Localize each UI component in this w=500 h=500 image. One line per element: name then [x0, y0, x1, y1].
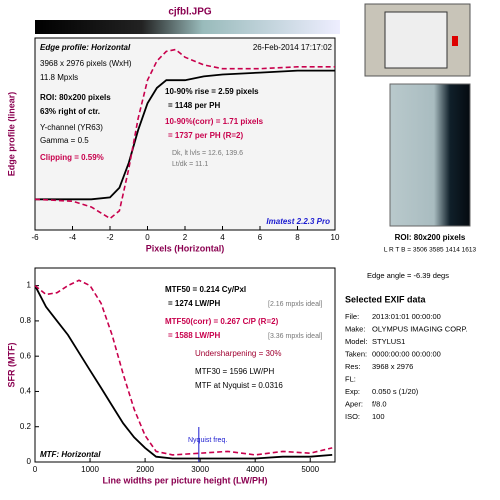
x-tick-label: 3000 [191, 465, 209, 474]
annotation: = 1274 LW/PH [168, 299, 220, 308]
annotation: = 1588 LW/PH [168, 331, 220, 340]
x-tick-label: 1000 [81, 465, 99, 474]
y-tick-label: 0.8 [20, 316, 32, 325]
x-tick-label: -4 [69, 233, 77, 242]
annotation: ROI: 80x200 pixels [40, 93, 111, 102]
exif-value: 100 [372, 412, 385, 421]
annotation: MTF50(corr) = 0.267 C/P (R=2) [165, 317, 279, 326]
annotation: Y-channel (YR63) [40, 123, 103, 132]
x-tick-label: 5000 [301, 465, 319, 474]
exif-key: Aper: [345, 399, 363, 408]
roi-coords: L R T B = 3506 3585 1414 1613 [384, 247, 477, 254]
exif-key: Taken: [345, 349, 367, 358]
exif-key: ISO: [345, 412, 360, 421]
x-tick-label: -2 [106, 233, 114, 242]
annotation: MTF30 = 1596 LW/PH [195, 367, 274, 376]
plot-area [34, 267, 336, 463]
annotation: Nyquist freq. [188, 437, 227, 444]
exif-value: f/8.0 [372, 399, 387, 408]
x-tick-label: 0 [145, 233, 150, 242]
exif-key: Exp: [345, 387, 360, 396]
exif-title: Selected EXIF data [345, 294, 427, 304]
annotation: = 1148 per PH [168, 101, 220, 110]
exif-key: File: [345, 312, 359, 321]
exif-value: 2013:01:01 00:00:00 [372, 312, 441, 321]
annotation: Gamma = 0.5 [40, 136, 89, 145]
exif-key: Res: [345, 362, 360, 371]
x-tick-label: 0 [33, 465, 38, 474]
y-axis-label: Edge profile (linear) [6, 92, 16, 177]
x-tick-label: 6 [258, 233, 263, 242]
annotation: Lt/dk = 11.1 [172, 161, 208, 168]
x-tick-label: 10 [331, 233, 340, 242]
series-line [35, 69, 335, 201]
y-axis-label: SFR (MTF) [6, 343, 16, 388]
exif-value: OLYMPUS IMAGING CORP. [372, 324, 468, 333]
y-tick-label: 0.2 [20, 422, 32, 431]
annotation: Edge profile: Horizontal [40, 43, 131, 52]
annotation: Undersharpening = 30% [195, 349, 282, 358]
y-tick-label: 0 [27, 457, 32, 466]
chart-thumb [384, 11, 448, 69]
x-axis-label: Pixels (Horizontal) [146, 243, 225, 253]
title: cjfbl.JPG [168, 7, 212, 18]
y-tick-label: 0.6 [20, 351, 32, 360]
annotation: Imatest 2.2.3 Pro [266, 217, 330, 226]
series-line [34, 285, 333, 460]
exif-value: STYLUS1 [372, 337, 405, 346]
exif-key: Model: [345, 337, 368, 346]
x-tick-label: 8 [295, 233, 300, 242]
exif-key: FL: [345, 374, 356, 383]
annotation: 11.8 Mpxls [40, 73, 78, 82]
annotation: 26-Feb-2014 17:17:02 [253, 43, 333, 52]
x-axis-label: Line widths per picture height (LW/PH) [102, 475, 267, 485]
roi-label: ROI: 80x200 pixels [395, 233, 466, 242]
edge-strip [35, 20, 340, 34]
x-tick-label: 2000 [136, 465, 154, 474]
annotation: MTF50 = 0.214 Cy/Pxl [165, 285, 246, 294]
exif-value: 0.050 s (1/20) [372, 387, 419, 396]
annotation: 63% right of ctr. [40, 107, 100, 116]
exif-value: 3968 x 2976 [372, 362, 413, 371]
roi-marker [452, 36, 458, 46]
annotation: 10-90% rise = 2.59 pixels [165, 87, 259, 96]
y-tick-label: 1 [27, 281, 32, 290]
roi-image [389, 83, 471, 227]
plot-area [34, 37, 336, 231]
annotation: 10-90%(corr) = 1.71 pixels [165, 117, 264, 126]
edge-angle: Edge angle = -6.39 degs [367, 271, 449, 280]
annotation: [3.36 mpxls ideal] [268, 333, 323, 340]
exif-value: 0000:00:00 00:00:00 [372, 349, 441, 358]
annotation: MTF at Nyquist = 0.0316 [195, 381, 283, 390]
annotation: Clipping = 0.59% [40, 153, 104, 162]
exif-key: Make: [345, 324, 365, 333]
annotation: 3968 x 2976 pixels (WxH) [40, 59, 132, 68]
x-tick-label: 4 [220, 233, 225, 242]
x-tick-label: -6 [31, 233, 39, 242]
series-line [34, 279, 333, 456]
y-tick-label: 0.4 [20, 387, 32, 396]
annotation: [2.16 mpxls ideal] [268, 301, 323, 308]
x-tick-label: 2 [183, 233, 188, 242]
x-tick-label: 4000 [246, 465, 264, 474]
annotation: MTF: Horizontal [40, 450, 101, 459]
annotation: = 1737 per PH (R=2) [168, 131, 243, 140]
annotation: Dk, lt lvls = 12.6, 139.6 [172, 150, 243, 157]
